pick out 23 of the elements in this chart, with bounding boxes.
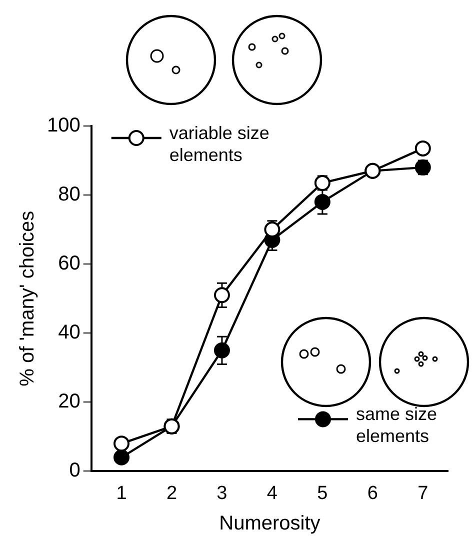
x-tick-label: 2 (166, 482, 178, 504)
legend-label: variable size elements (169, 122, 270, 165)
x-axis-title: Numerosity (219, 512, 320, 535)
y-tick-label: 0 (69, 460, 80, 482)
y-axis-title: % of 'many' choices (16, 210, 39, 386)
point (114, 449, 130, 466)
point (114, 436, 130, 452)
y-tick-label: 100 (46, 114, 80, 137)
x-tick-label: 5 (317, 482, 328, 504)
point (214, 342, 230, 358)
x-tick-label: 3 (216, 482, 228, 504)
y-tick-label: 40 (58, 322, 80, 344)
y-tick-label: 20 (58, 390, 80, 413)
point (314, 194, 330, 210)
x-tick-label: 1 (116, 482, 127, 504)
y-tick-label: 60 (58, 252, 80, 275)
point (214, 287, 230, 304)
x-tick-label: 6 (367, 482, 378, 504)
x-tick-label: 7 (418, 482, 428, 504)
x-tick-label: 4 (266, 482, 278, 504)
y-tick-label: 80 (58, 184, 80, 206)
legend-label: same size elements (356, 404, 438, 446)
point (414, 140, 431, 156)
